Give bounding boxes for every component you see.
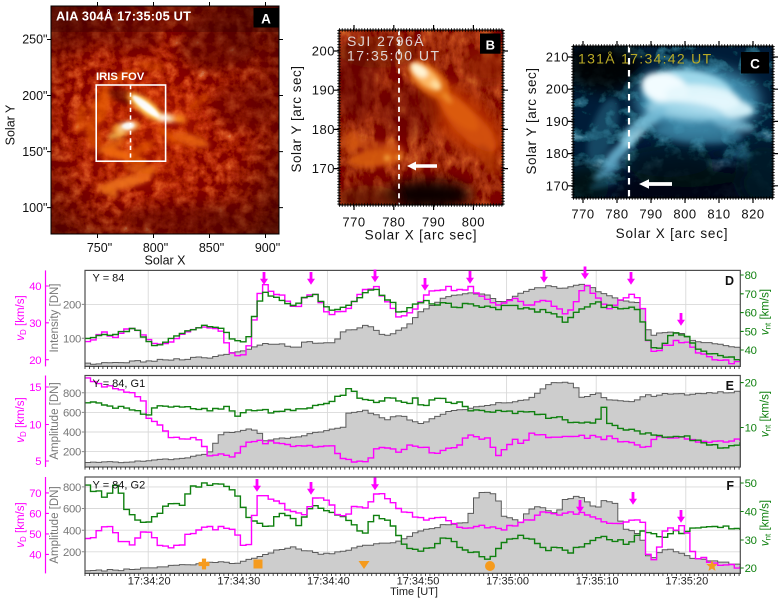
svg-text:200: 200 [546,82,569,97]
svg-text:B: B [486,38,495,53]
svg-text:780: 780 [382,215,405,230]
svg-text:200: 200 [63,447,81,459]
svg-text:Amplitude [DN]: Amplitude [DN] [49,486,61,563]
svg-text:AIA 304Å 17:35:05 UT: AIA 304Å 17:35:05 UT [56,9,191,24]
svg-text:Intensity [DN]: Intensity [DN] [49,283,61,352]
svg-text:5: 5 [35,456,41,468]
svg-text:Time [UT]: Time [UT] [390,586,438,598]
svg-text:250": 250" [22,33,47,47]
svg-text:600: 600 [63,504,81,516]
svg-text:790: 790 [639,207,662,222]
svg-text:Solar X [arc sec]: Solar X [arc sec] [365,228,478,243]
svg-text:A: A [261,12,271,27]
svg-text:780: 780 [605,207,628,222]
svg-text:170: 170 [546,178,569,193]
svg-text:C: C [750,57,760,72]
svg-text:17:35:00 UT: 17:35:00 UT [347,48,441,64]
svg-text:70: 70 [745,289,757,301]
svg-text:Y = 84: Y = 84 [93,273,125,285]
svg-text:17:35:00: 17:35:00 [486,576,529,588]
svg-text:vnt [km/s]: vnt [km/s] [760,289,773,335]
svg-text:Solar X [arc sec]: Solar X [arc sec] [616,226,729,241]
svg-text:600: 600 [63,407,81,419]
svg-text:40: 40 [29,281,41,293]
svg-text:770: 770 [571,207,594,222]
svg-text:vnt [km/s]: vnt [km/s] [760,391,773,437]
svg-text:20: 20 [745,378,757,390]
svg-text:50: 50 [29,529,41,541]
svg-text:vD [km/s]: vD [km/s] [15,295,28,340]
svg-text:150": 150" [22,145,47,159]
svg-text:vD [km/s]: vD [km/s] [15,397,28,442]
svg-text:17:34:40: 17:34:40 [307,576,350,588]
svg-text:E: E [726,379,734,393]
svg-text:30: 30 [745,535,757,547]
svg-text:70: 70 [29,488,41,500]
svg-text:131Å 17:34:42 UT: 131Å 17:34:42 UT [578,51,712,67]
svg-text:100: 100 [63,333,81,345]
svg-text:17:34:20: 17:34:20 [128,576,171,588]
svg-text:17:35:10: 17:35:10 [576,576,619,588]
svg-text:190: 190 [312,83,335,98]
svg-text:40: 40 [745,345,757,357]
svg-text:60: 60 [745,308,757,320]
svg-text:770: 770 [342,215,365,230]
svg-text:17:34:50: 17:34:50 [397,576,440,588]
svg-text:400: 400 [63,427,81,439]
svg-text:10: 10 [745,423,757,435]
svg-text:vD [km/s]: vD [km/s] [15,502,28,547]
svg-text:200: 200 [312,44,335,59]
svg-text:50: 50 [745,478,757,490]
svg-text:Y = 84, G1: Y = 84, G1 [93,378,146,390]
svg-text:F: F [726,479,734,493]
svg-text:400: 400 [63,525,81,537]
svg-text:30: 30 [29,318,41,330]
svg-text:900": 900" [255,241,280,255]
svg-text:Solar Y: Solar Y [4,104,18,145]
svg-text:850": 850" [199,241,224,255]
svg-text:810: 810 [707,207,730,222]
svg-text:790: 790 [422,215,445,230]
svg-text:190: 190 [546,114,569,129]
svg-text:180: 180 [312,122,335,137]
svg-text:20: 20 [29,355,41,367]
svg-text:180: 180 [546,146,569,161]
svg-text:170: 170 [312,161,335,176]
svg-text:800: 800 [63,388,81,400]
svg-text:800: 800 [462,215,485,230]
svg-text:vnt [km/s]: vnt [km/s] [760,500,773,546]
svg-text:100": 100" [22,201,47,215]
svg-text:50: 50 [745,326,757,338]
svg-text:10: 10 [29,420,41,432]
svg-text:Y = 84, G2: Y = 84, G2 [93,479,146,491]
svg-text:200: 200 [63,299,81,311]
svg-text:80: 80 [745,270,757,282]
svg-text:17:35:20: 17:35:20 [665,576,708,588]
svg-text:Solar Y [arc sec]: Solar Y [arc sec] [524,67,539,174]
svg-text:210: 210 [546,50,569,65]
svg-text:800: 800 [63,482,81,494]
svg-text:60: 60 [29,508,41,520]
svg-text:20: 20 [745,563,757,575]
svg-text:Amplitude [DN]: Amplitude [DN] [49,382,61,459]
svg-text:Solar Y [arc sec]: Solar Y [arc sec] [289,65,304,172]
svg-text:800": 800" [143,241,168,255]
svg-text:40: 40 [745,507,757,519]
svg-text:40: 40 [29,549,41,561]
svg-text:200": 200" [22,89,47,103]
svg-text:IRIS FOV: IRIS FOV [96,71,145,83]
svg-text:17:34:30: 17:34:30 [217,576,260,588]
svg-text:D: D [725,274,734,288]
svg-text:15: 15 [29,382,41,394]
svg-text:200: 200 [63,547,81,559]
svg-text:750": 750" [87,241,112,255]
svg-text:Solar X: Solar X [145,254,187,268]
svg-text:800: 800 [673,207,696,222]
svg-text:820: 820 [741,207,764,222]
svg-text:SJI 2796Å: SJI 2796Å [347,33,425,49]
